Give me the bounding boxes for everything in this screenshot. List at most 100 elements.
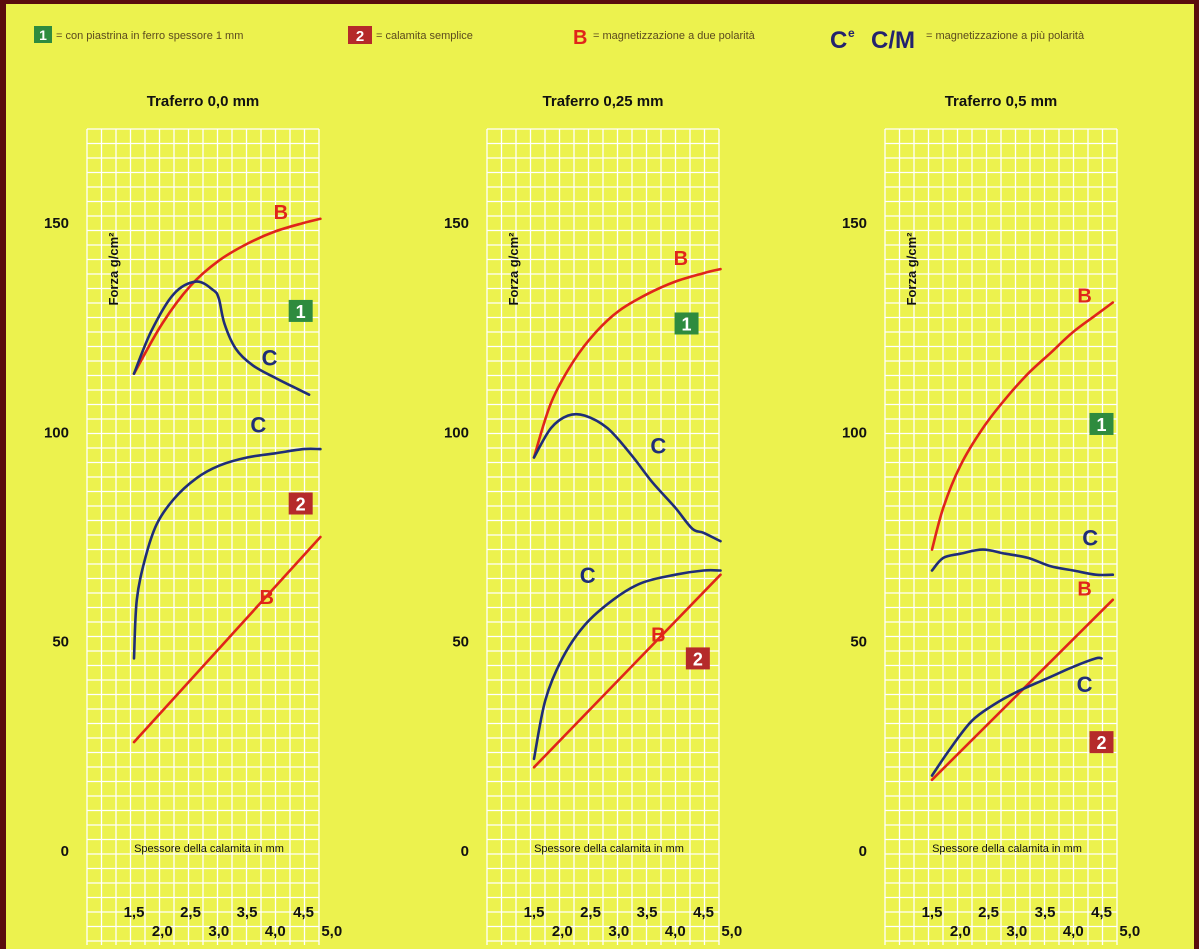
- x-tick-label: 4,5: [293, 904, 314, 921]
- x-axis-label: Spessore della calamita in mm: [932, 843, 1082, 855]
- group-badge-text: 1: [1096, 415, 1106, 435]
- x-tick-label: 4,5: [1091, 904, 1112, 921]
- x-tick-label: 3,0: [608, 923, 629, 940]
- series-b-group-2: [132, 535, 322, 744]
- series-c-group-1: [930, 548, 1115, 577]
- y-tick-label: 150: [44, 215, 69, 232]
- series-label-c: C: [580, 563, 596, 588]
- legend-badge-1-text: 1: [39, 27, 47, 43]
- x-tick-label: 5,0: [1119, 923, 1140, 940]
- x-axis-label: Spessore della calamita in mm: [534, 843, 684, 855]
- series-c-group-2: [930, 656, 1103, 777]
- group-badge-text: 2: [1096, 733, 1106, 753]
- group-badge-1: [674, 312, 699, 335]
- legend-b-symbol: B: [573, 27, 587, 49]
- x-tick-label: 4,0: [265, 923, 286, 940]
- legend: 1 = con piastrina in ferro spessore 1 mm…: [34, 26, 1085, 54]
- y-axis-label: Forza g/cm²: [106, 232, 121, 306]
- series-c-group-1: [532, 412, 722, 543]
- y-tick-label: 100: [444, 424, 469, 441]
- x-tick-label: 2,0: [152, 923, 173, 940]
- series-label-b: B: [1077, 579, 1091, 601]
- chart-panel: 1 = con piastrina in ferro spessore 1 mm…: [6, 4, 1194, 949]
- series-c-group-2: [532, 568, 722, 761]
- x-tick-label: 4,0: [1063, 923, 1084, 940]
- legend-item-2-text: = calamita semplice: [376, 30, 473, 42]
- x-tick-label: 4,5: [693, 904, 714, 921]
- grid: [86, 128, 320, 945]
- series-label-b: B: [1077, 286, 1091, 308]
- x-tick-label: 1,5: [524, 904, 545, 921]
- chart-title: Traferro 0,0 mm: [147, 93, 260, 110]
- series-label-b: B: [274, 202, 288, 224]
- y-tick-label: 50: [850, 634, 867, 651]
- x-tick-label: 5,0: [721, 923, 742, 940]
- series-c-group-2: [132, 447, 322, 660]
- x-tick-label: 4,0: [665, 923, 686, 940]
- legend-cm-symbol: C/M: [871, 27, 915, 54]
- x-tick-label: 2,0: [552, 923, 573, 940]
- x-tick-label: 3,0: [208, 923, 229, 940]
- chart-svg: 1 = con piastrina in ferro spessore 1 mm…: [34, 26, 1140, 945]
- group-badge-1: [288, 299, 313, 322]
- y-tick-label: 50: [52, 634, 69, 651]
- chart-panel-3: Traferro 0,5 mm 0 50 100 150 Forza g/cm² Spess…: [842, 93, 1140, 945]
- series-label-c: C: [250, 412, 266, 437]
- series-label-b: B: [260, 587, 274, 609]
- legend-b-text: = magnetizzazione a due polarità: [593, 30, 756, 42]
- series-label-c: C: [262, 345, 278, 370]
- x-tick-label: 2,5: [180, 904, 201, 921]
- chart-panel-2: Traferro 0,25 mm 0 50 100 150 Forza g/cm² Spes…: [444, 93, 742, 945]
- x-tick-label: 3,5: [237, 904, 258, 921]
- x-tick-label: 3,5: [1035, 904, 1056, 921]
- legend-badge-2-text: 2: [356, 28, 364, 45]
- series-b-group-1: [930, 301, 1115, 551]
- x-tick-label: 1,5: [922, 904, 943, 921]
- x-tick-label: 2,5: [978, 904, 999, 921]
- chart-title: Traferro 0,5 mm: [945, 93, 1058, 110]
- group-badge-2: [288, 492, 313, 515]
- y-tick-label: 150: [842, 215, 867, 232]
- y-tick-label: 0: [61, 843, 69, 860]
- group-badge-2: [1089, 731, 1114, 754]
- x-tick-label: 2,0: [950, 923, 971, 940]
- group-badge-1: [1089, 412, 1114, 435]
- series-b-group-2: [532, 573, 722, 769]
- series-label-c: C: [1077, 672, 1093, 697]
- series-b-group-1: [132, 217, 322, 375]
- grid: [486, 128, 720, 945]
- series-label-b: B: [674, 248, 688, 270]
- legend-cm-text: = magnetizzazione a più polarità: [926, 30, 1085, 42]
- y-tick-label: 100: [44, 424, 69, 441]
- y-tick-label: 100: [842, 424, 867, 441]
- y-tick-label: 50: [452, 634, 469, 651]
- group-badge-text: 1: [296, 302, 306, 322]
- y-tick-label: 0: [859, 843, 867, 860]
- x-tick-label: 3,0: [1006, 923, 1027, 940]
- legend-item-1-text: = con piastrina in ferro spessore 1 mm: [56, 30, 243, 42]
- x-axis-label: Spessore della calamita in mm: [134, 843, 284, 855]
- group-badge-text: 1: [682, 314, 692, 334]
- series-label-c: C: [650, 433, 666, 458]
- x-tick-label: 3,5: [637, 904, 658, 921]
- legend-c-sup: e: [848, 26, 855, 40]
- legend-badge-2: [348, 26, 372, 44]
- legend-badge-1: [34, 26, 52, 43]
- group-badge-text: 2: [296, 495, 306, 515]
- y-tick-label: 150: [444, 215, 469, 232]
- y-axis-label: Forza g/cm²: [904, 232, 919, 306]
- x-tick-label: 5,0: [321, 923, 342, 940]
- chart-title: Traferro 0,25 mm: [543, 93, 664, 110]
- group-badge-text: 2: [693, 649, 703, 669]
- series-b-group-1: [532, 267, 722, 459]
- y-tick-label: 0: [461, 843, 469, 860]
- x-tick-label: 2,5: [580, 904, 601, 921]
- x-tick-label: 1,5: [124, 904, 145, 921]
- chart-panel-1: Traferro 0,0 mm 0 50 100 150 Forza g/cm² Spess…: [44, 93, 342, 945]
- series-label-c: C: [1082, 525, 1098, 550]
- legend-c-symbol: C: [830, 27, 847, 54]
- y-axis-label: Forza g/cm²: [506, 232, 521, 306]
- series-c-group-1: [132, 280, 311, 396]
- series-label-b: B: [651, 625, 665, 647]
- group-badge-2: [685, 647, 710, 670]
